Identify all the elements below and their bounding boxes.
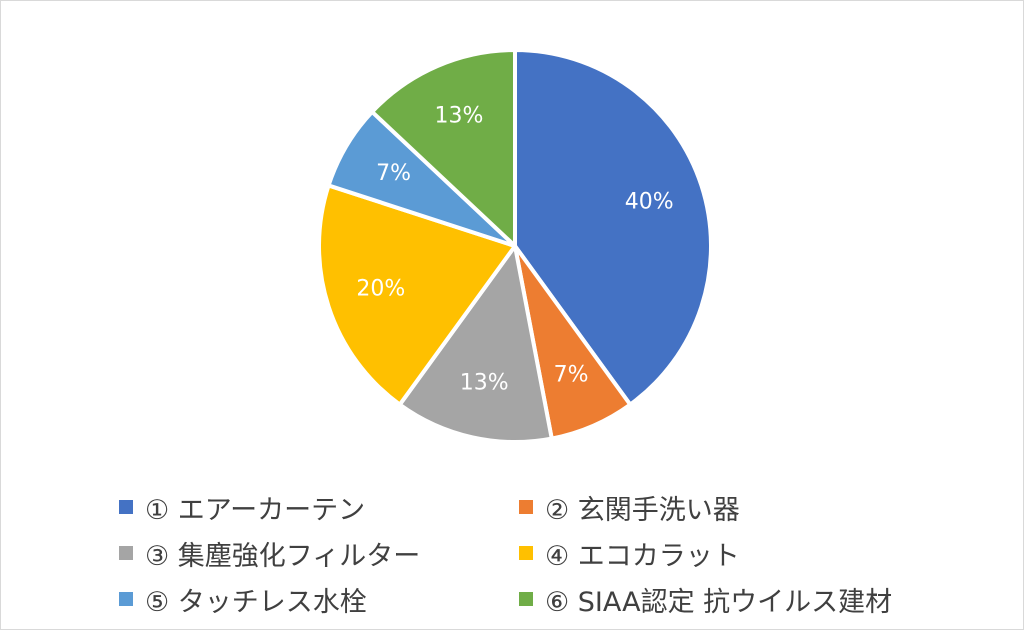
legend-item-6: ⑥ SIAA認定 抗ウイルス建材	[519, 581, 939, 618]
data-label-1: 40%	[625, 189, 674, 214]
legend-label: ④ エコカラット	[545, 540, 740, 572]
legend: ① エアーカーテン ② 玄関手洗い器 ③ 集塵強化フィルター ④ エコカラット …	[119, 489, 959, 618]
legend-item-4: ④ エコカラット	[519, 535, 939, 572]
legend-item-2: ② 玄関手洗い器	[519, 489, 939, 526]
pie-chart: 40% 7% 13% 20% 7% 13%	[317, 48, 713, 444]
pie-slice-3	[397, 244, 554, 444]
legend-label: ⑤ タッチレス水栓	[145, 586, 367, 618]
legend-item-1: ① エアーカーテン	[119, 489, 519, 526]
legend-swatch	[119, 592, 133, 606]
legend-item-3: ③ 集塵強化フィルター	[119, 535, 519, 572]
legend-swatch	[119, 500, 133, 514]
legend-label: ② 玄関手洗い器	[545, 494, 740, 526]
data-label-4: 20%	[356, 277, 405, 302]
legend-swatch	[519, 500, 533, 514]
data-label-2: 7%	[554, 363, 589, 388]
legend-label: ① エアーカーテン	[145, 494, 366, 526]
data-label-3: 13%	[460, 371, 509, 396]
pie-slice-1	[513, 48, 713, 407]
legend-swatch	[519, 546, 533, 560]
legend-label: ③ 集塵強化フィルター	[145, 540, 421, 572]
data-label-5: 7%	[376, 161, 411, 186]
legend-swatch	[519, 592, 533, 606]
legend-item-5: ⑤ タッチレス水栓	[119, 581, 519, 618]
legend-swatch	[119, 546, 133, 560]
data-label-6: 13%	[435, 103, 484, 128]
pie-slice-6	[370, 48, 517, 248]
legend-label: ⑥ SIAA認定 抗ウイルス建材	[545, 586, 893, 618]
pie-slice-4	[317, 183, 517, 407]
